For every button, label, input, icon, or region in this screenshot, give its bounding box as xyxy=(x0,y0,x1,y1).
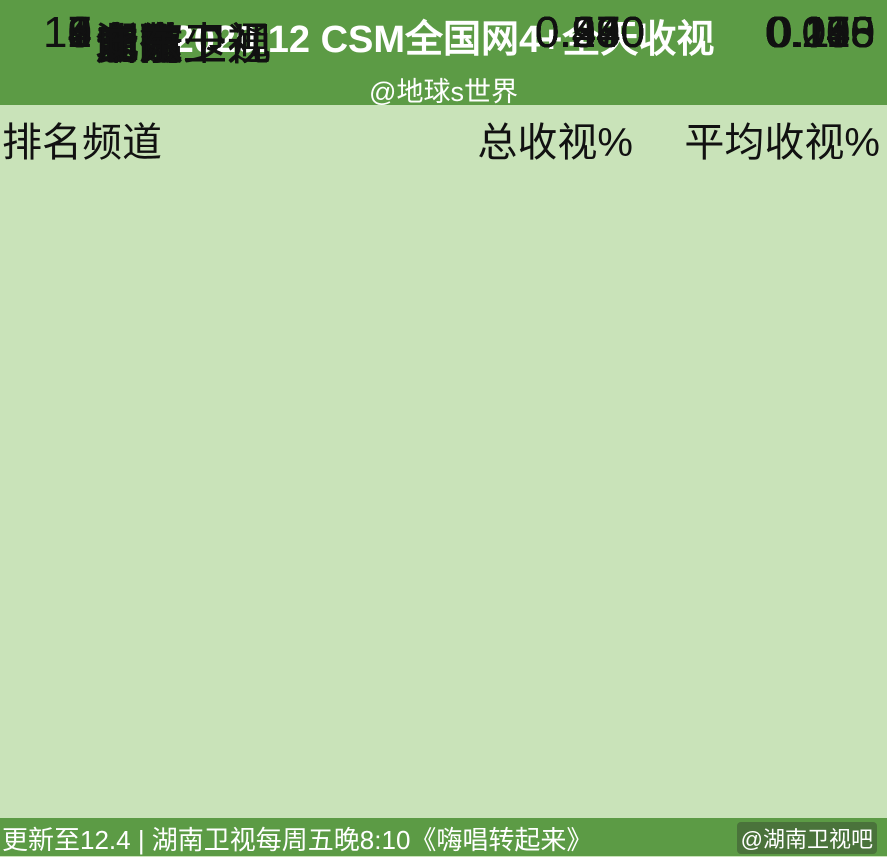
cell: 广东卫视 xyxy=(95,20,271,69)
cell: 0.290 xyxy=(534,8,645,57)
cell: 浙江卫视 xyxy=(95,20,271,69)
cell: 0.270 xyxy=(534,8,645,57)
footer-band xyxy=(0,818,887,856)
cell: 0.440 xyxy=(534,8,645,57)
column-header: 排名频道 xyxy=(2,121,162,165)
cell: 金鹰卡通 xyxy=(95,20,271,69)
cell: 0.540 xyxy=(534,8,645,57)
cell: 6 xyxy=(67,8,92,57)
cell: 安徽卫视 xyxy=(95,20,271,69)
cell: 山东卫视 xyxy=(95,20,271,69)
cell: 北京卫视 xyxy=(95,20,271,69)
cell: 4 xyxy=(67,8,92,57)
cell: 7 xyxy=(67,8,92,57)
cell: 9 xyxy=(67,8,92,57)
watermark: @湖南卫视吧 xyxy=(736,822,877,854)
column-header: 总收视% xyxy=(477,121,633,165)
cell: 0.073 xyxy=(764,8,875,57)
subtitle: @地球s世界 xyxy=(369,77,518,107)
cell: 0.330 xyxy=(534,8,645,57)
title: 2020.12 CSM全国网4+全天收视 xyxy=(172,19,715,61)
cell: 0.240 xyxy=(764,8,875,57)
cell: 0.360 xyxy=(534,8,645,57)
cell: 5 xyxy=(67,8,92,57)
cell: 湖南卫视 xyxy=(95,20,271,69)
footer-text: 更新至12.4 | 湖南卫视每周五晚8:10《嗨唱转起来》 xyxy=(2,825,593,855)
cell: 2 xyxy=(67,8,92,57)
cell: 0.108 xyxy=(764,8,875,57)
cell: 0.083 xyxy=(764,8,875,57)
cell: 3 xyxy=(67,8,92,57)
cell: 0.135 xyxy=(764,8,875,57)
cell: 1 xyxy=(67,8,92,57)
cell: 0.118 xyxy=(768,8,875,57)
cell: 0.090 xyxy=(764,8,875,57)
cell: 东方卫视 xyxy=(95,20,271,69)
cell: 0.960 xyxy=(534,8,645,57)
title-band xyxy=(0,0,887,105)
cell: 0.240 xyxy=(534,8,645,57)
cell: 0.430 xyxy=(534,8,645,57)
cell: 卡酷少儿 xyxy=(95,20,271,69)
column-header: 平均收视% xyxy=(684,121,880,165)
cell: 0.470 xyxy=(534,8,645,57)
cell: 0.060 xyxy=(764,8,875,57)
cell: 10 xyxy=(43,8,92,57)
cell: 江苏卫视 xyxy=(95,20,271,69)
cell: 0.110 xyxy=(768,8,875,57)
cell: 8 xyxy=(67,8,92,57)
cell: 0.068 xyxy=(764,8,875,57)
